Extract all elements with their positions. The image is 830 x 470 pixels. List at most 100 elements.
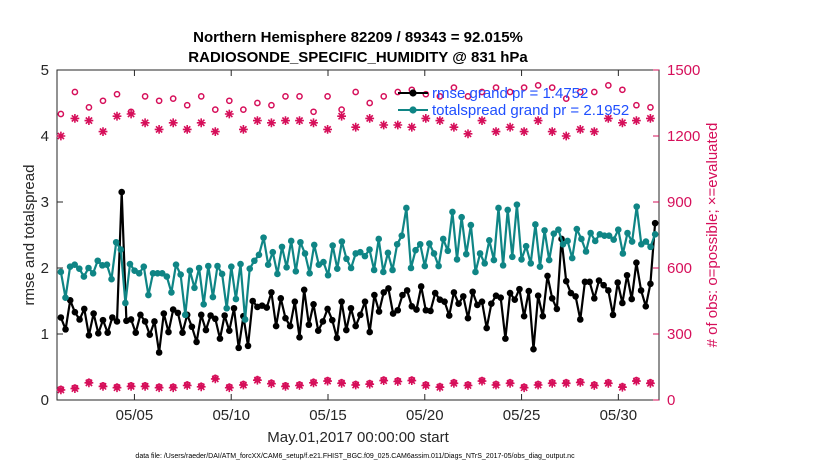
legend-spread-marker bbox=[409, 106, 417, 114]
obs-evaluated-point bbox=[70, 384, 80, 393]
totalspread-point bbox=[126, 260, 134, 268]
obs-possible-point bbox=[464, 93, 472, 100]
rmse-point bbox=[165, 328, 172, 336]
totalspread-point bbox=[651, 231, 659, 238]
y-left-tick-label: 4 bbox=[41, 128, 49, 145]
obs-evaluated-point bbox=[421, 381, 431, 390]
totalspread-point bbox=[232, 295, 240, 303]
rmse-point bbox=[113, 318, 121, 325]
obs-possible-point bbox=[254, 99, 261, 107]
obs-possible-point bbox=[520, 84, 528, 91]
rmse-point bbox=[511, 296, 519, 303]
totalspread-point bbox=[172, 261, 180, 269]
rmse-point bbox=[286, 322, 294, 330]
obs-evaluated-point bbox=[337, 378, 346, 388]
totalspread-point bbox=[628, 238, 636, 245]
totalspread-point bbox=[444, 247, 452, 255]
series-layer bbox=[56, 82, 659, 395]
obs-evaluated-point bbox=[281, 382, 290, 391]
rmse-point bbox=[445, 312, 453, 319]
rmse-point bbox=[605, 287, 612, 294]
totalspread-point bbox=[467, 221, 475, 229]
y-right-tick-label: 1500 bbox=[667, 62, 700, 79]
totalspread-point bbox=[568, 254, 576, 262]
obs-possible-point bbox=[310, 108, 317, 116]
rmse-point bbox=[539, 312, 547, 320]
rmse-point bbox=[371, 291, 378, 299]
totalspread-point bbox=[550, 230, 558, 237]
obs-possible-point bbox=[436, 93, 444, 100]
obs-evaluated-point bbox=[210, 374, 220, 384]
rmse-point bbox=[520, 312, 528, 320]
rmse-point bbox=[375, 308, 383, 315]
rmse-point bbox=[553, 305, 561, 313]
obs-evaluated-point bbox=[603, 378, 613, 388]
totalspread-point bbox=[251, 257, 258, 265]
rmse-point bbox=[263, 304, 271, 311]
rmse-point bbox=[296, 334, 303, 341]
totalspread-point bbox=[426, 240, 433, 247]
obs-evaluated-point bbox=[421, 114, 431, 123]
obs-possible-point bbox=[211, 106, 219, 113]
obs-evaluated-point bbox=[70, 114, 80, 123]
obs-evaluated-point bbox=[491, 127, 501, 136]
obs-evaluated-point bbox=[168, 118, 178, 128]
totalspread-point bbox=[476, 250, 484, 257]
y-left-tick-label: 2 bbox=[41, 260, 49, 277]
totalspread-point bbox=[255, 251, 263, 259]
totalspread-point bbox=[310, 241, 318, 249]
rmse-point bbox=[291, 298, 299, 305]
totalspread-point bbox=[195, 264, 203, 272]
totalspread-point bbox=[320, 258, 327, 266]
rmse-point bbox=[586, 278, 593, 286]
series-totalspread bbox=[57, 201, 659, 323]
totalspread-point bbox=[499, 262, 507, 269]
rmse-point bbox=[211, 315, 219, 323]
obs-evaluated-point bbox=[351, 380, 361, 390]
obs-evaluated-point bbox=[126, 382, 136, 391]
rmse-point bbox=[361, 298, 369, 305]
obs-evaluated-point bbox=[603, 114, 613, 123]
obs-evaluated-point bbox=[253, 116, 262, 125]
totalspread-point bbox=[347, 264, 355, 272]
rmse-point bbox=[305, 321, 313, 329]
x-tick-label: 05/05 bbox=[116, 407, 154, 424]
chart-title-line1: Northern Hemisphere 82209 / 89343 = 92.0… bbox=[193, 29, 523, 46]
obs-possible-point bbox=[113, 90, 121, 98]
rmse-point bbox=[380, 289, 388, 296]
obs-possible-point bbox=[225, 97, 233, 105]
obs-evaluated-point bbox=[154, 125, 164, 134]
legend-rmse-label: rmse grand pr = 1.4752 bbox=[432, 85, 588, 102]
totalspread-point bbox=[403, 204, 410, 212]
rmse-point bbox=[244, 342, 252, 350]
rmse-point bbox=[633, 259, 640, 267]
totalspread-point bbox=[163, 273, 171, 280]
totalspread-point bbox=[278, 243, 286, 251]
rmse-point bbox=[614, 279, 621, 286]
rmse-point bbox=[319, 318, 327, 325]
rmse-point bbox=[642, 302, 650, 310]
totalspread-point bbox=[333, 265, 341, 272]
obs-evaluated-point bbox=[393, 377, 403, 386]
obs-possible-point bbox=[478, 88, 486, 96]
rmse-point bbox=[474, 301, 481, 309]
obs-evaluated-point bbox=[239, 380, 248, 390]
totalspread-point bbox=[587, 229, 594, 237]
obs-evaluated-point bbox=[449, 122, 459, 132]
obs-possible-point bbox=[647, 104, 654, 111]
obs-evaluated-point bbox=[379, 120, 389, 130]
rmse-point bbox=[188, 323, 196, 331]
y-right-tick-label: 300 bbox=[667, 326, 692, 343]
totalspread-point bbox=[338, 238, 346, 245]
totalspread-point bbox=[181, 311, 189, 319]
x-tick-label: 05/30 bbox=[600, 407, 638, 424]
obs-possible-point bbox=[296, 93, 303, 100]
obs-evaluated-point bbox=[182, 125, 192, 134]
x-tick-label: 05/15 bbox=[309, 407, 347, 424]
totalspread-point bbox=[398, 232, 406, 239]
totalspread-point bbox=[214, 262, 221, 270]
rmse-point bbox=[469, 288, 476, 296]
obs-evaluated-point bbox=[477, 116, 487, 125]
rmse-point bbox=[235, 344, 242, 352]
rmse-point bbox=[95, 330, 102, 337]
